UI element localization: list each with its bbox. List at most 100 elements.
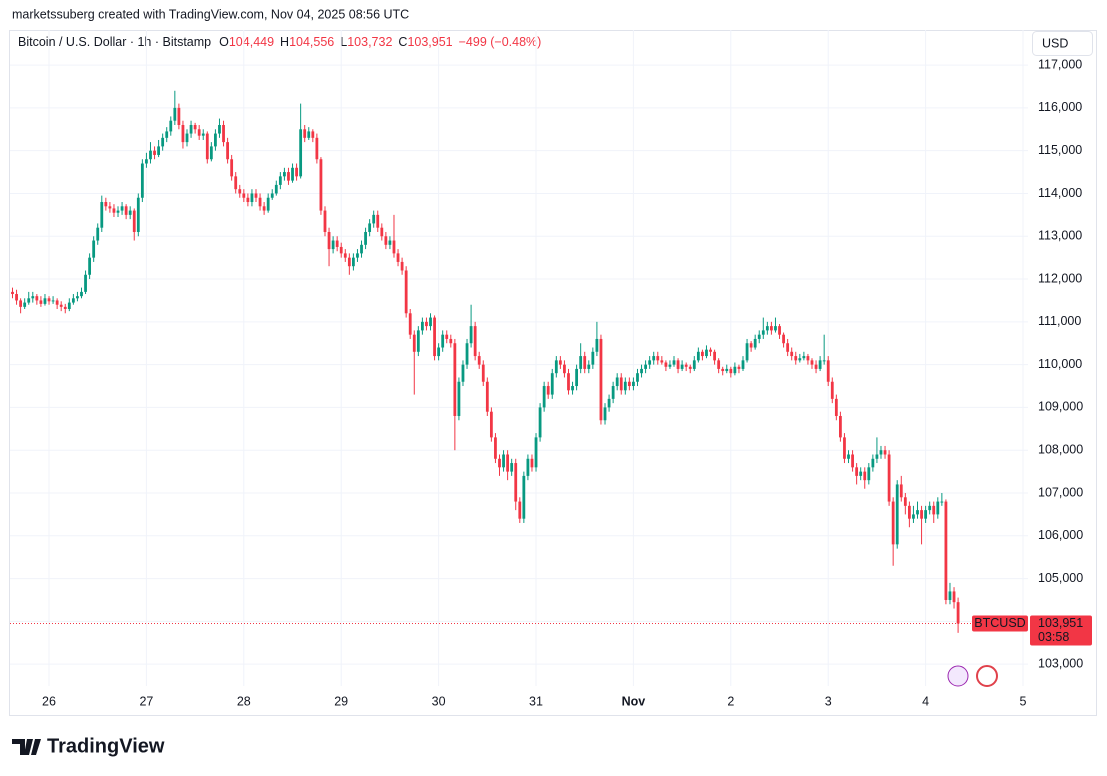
candle-body [59, 304, 63, 307]
flag-icon[interactable] [976, 665, 998, 687]
x-tick-label: 31 [529, 694, 543, 708]
candle-body [506, 454, 510, 472]
candle-body [15, 294, 18, 301]
candle-body [656, 356, 660, 361]
candle-body [124, 206, 128, 215]
candle-body [725, 368, 729, 372]
candle-body [668, 364, 672, 367]
candle-body [875, 454, 879, 459]
legend-key: O [219, 35, 229, 49]
candle-body [696, 351, 700, 361]
candle-body [218, 124, 221, 134]
x-tick-label: Nov [622, 694, 646, 708]
candle-body [843, 437, 846, 459]
candle-body [774, 326, 777, 331]
candle-body [713, 351, 716, 361]
candle-body [709, 349, 712, 352]
candle-body [347, 257, 351, 267]
candle-body [157, 146, 160, 155]
candle-body [530, 458, 534, 468]
candle-body [477, 356, 481, 365]
candle-body [104, 202, 108, 207]
y-tick-label: 112,000 [1038, 271, 1082, 285]
attribution: marketssuberg created with TradingView.c… [12, 7, 409, 21]
candle-body [575, 368, 579, 387]
candle-body [242, 193, 246, 198]
symbol-tag [972, 615, 1028, 632]
candle-body [765, 326, 769, 331]
legend-value: 104,556 [289, 35, 334, 49]
candle-body [112, 208, 116, 213]
candle-body [287, 172, 290, 181]
x-tick-label: 30 [432, 694, 446, 708]
candle-body [778, 326, 781, 335]
currency: USD [1042, 36, 1068, 50]
candle-body [51, 300, 55, 302]
candle-body [400, 261, 404, 271]
candle-body [770, 326, 773, 331]
countdown-text: 03:58 [1038, 630, 1069, 644]
candle-body [189, 124, 193, 134]
candle-body [632, 381, 635, 387]
candle-body [360, 244, 363, 254]
candle-body [76, 296, 79, 299]
candle-body [550, 373, 554, 395]
candle-body [481, 364, 485, 382]
candle-body [96, 227, 100, 241]
candle-body [412, 334, 416, 352]
candle-body [924, 510, 928, 519]
candle-body [429, 317, 432, 327]
candle-body [916, 510, 919, 515]
candle-body [108, 206, 112, 209]
candle-body [563, 364, 566, 374]
candle-body [676, 360, 680, 369]
candle-body [396, 253, 400, 262]
candle-body [100, 202, 104, 228]
candle-body [376, 214, 380, 228]
candle-body [437, 347, 441, 357]
candle-body [790, 351, 794, 357]
candle-body [92, 240, 96, 258]
candle-body [319, 159, 323, 211]
candle-body [940, 501, 944, 503]
candle-body [335, 240, 339, 247]
candle-body [209, 146, 213, 160]
x-tick-label: 4 [922, 694, 929, 708]
candle-body [684, 364, 688, 367]
candle-body [35, 296, 39, 301]
candle-body [307, 131, 311, 138]
candle-body [169, 120, 173, 132]
candle-body [534, 437, 538, 468]
candle-body [441, 334, 445, 348]
x-tick-label: 26 [42, 694, 56, 708]
candle-body [717, 360, 721, 369]
candle-body [161, 137, 165, 147]
candle-body [583, 356, 587, 369]
y-tick-label: 111,000 [1038, 314, 1081, 328]
candle-body [23, 302, 27, 307]
candle-body [956, 602, 960, 624]
candle-body [262, 206, 266, 211]
candle-body [701, 351, 704, 357]
candle-body [392, 240, 396, 254]
candle-body [47, 298, 51, 302]
candle-body [615, 377, 619, 387]
candle-body [84, 274, 87, 292]
candle-body [745, 343, 749, 361]
x-tick-label: 29 [334, 694, 348, 708]
candle-body [855, 467, 859, 476]
event-icon[interactable] [947, 665, 969, 687]
candle-body [136, 197, 140, 232]
candle-body [140, 163, 144, 198]
y-tick-label: 114,000 [1038, 186, 1082, 200]
candle-body [818, 360, 822, 369]
candle-body [546, 386, 550, 395]
y-tick-label: 113,000 [1038, 229, 1082, 243]
candle-body [542, 386, 546, 408]
candle-body [863, 471, 867, 481]
candle-body [193, 124, 197, 130]
candle-body [469, 326, 473, 344]
candle-body [226, 142, 229, 160]
candle-body [623, 381, 627, 391]
